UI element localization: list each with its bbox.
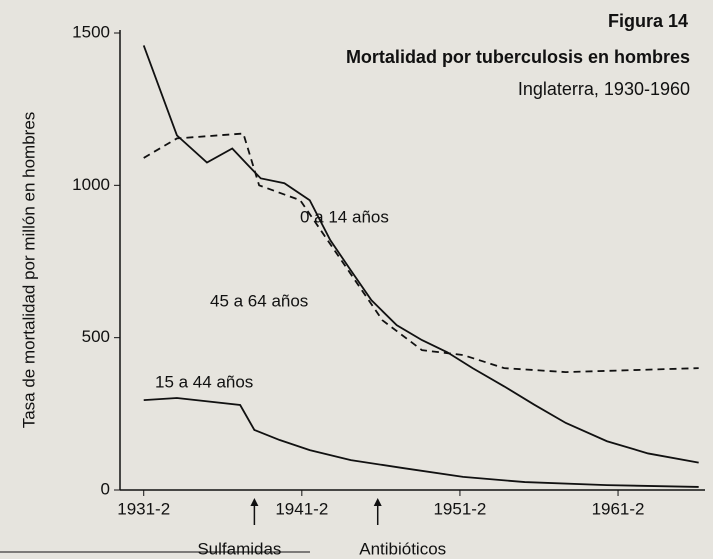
y-axis-label: Tasa de mortalidad por millón en hombres: [19, 112, 38, 429]
arrow-head: [250, 498, 259, 506]
figure-label: Figura 14: [608, 11, 688, 31]
x-tick-label: 1941-2: [275, 499, 328, 518]
series-label: 0 a 14 años: [300, 207, 389, 226]
y-tick-label: 0: [101, 479, 110, 498]
series-line: [143, 397, 699, 488]
arrow-head: [373, 498, 382, 506]
y-tick-label: 500: [82, 327, 110, 346]
annotation: Antibióticos: [359, 539, 446, 558]
series-line: [143, 132, 699, 373]
chart-title: Mortalidad por tuberculosis en hombres: [346, 47, 690, 67]
x-tick-label: 1951-2: [433, 499, 486, 518]
y-tick-label: 1500: [72, 22, 110, 41]
annotation: Sulfamidas: [197, 539, 281, 558]
y-tick-label: 1000: [72, 175, 110, 194]
series-label: 15 a 44 años: [155, 372, 253, 391]
x-tick-label: 1931-2: [117, 499, 170, 518]
x-tick-label: 1961-2: [592, 499, 645, 518]
series-label: 45 a 64 años: [210, 291, 308, 310]
chart-subtitle: Inglaterra, 1930-1960: [518, 79, 690, 99]
series-line: [142, 45, 699, 464]
